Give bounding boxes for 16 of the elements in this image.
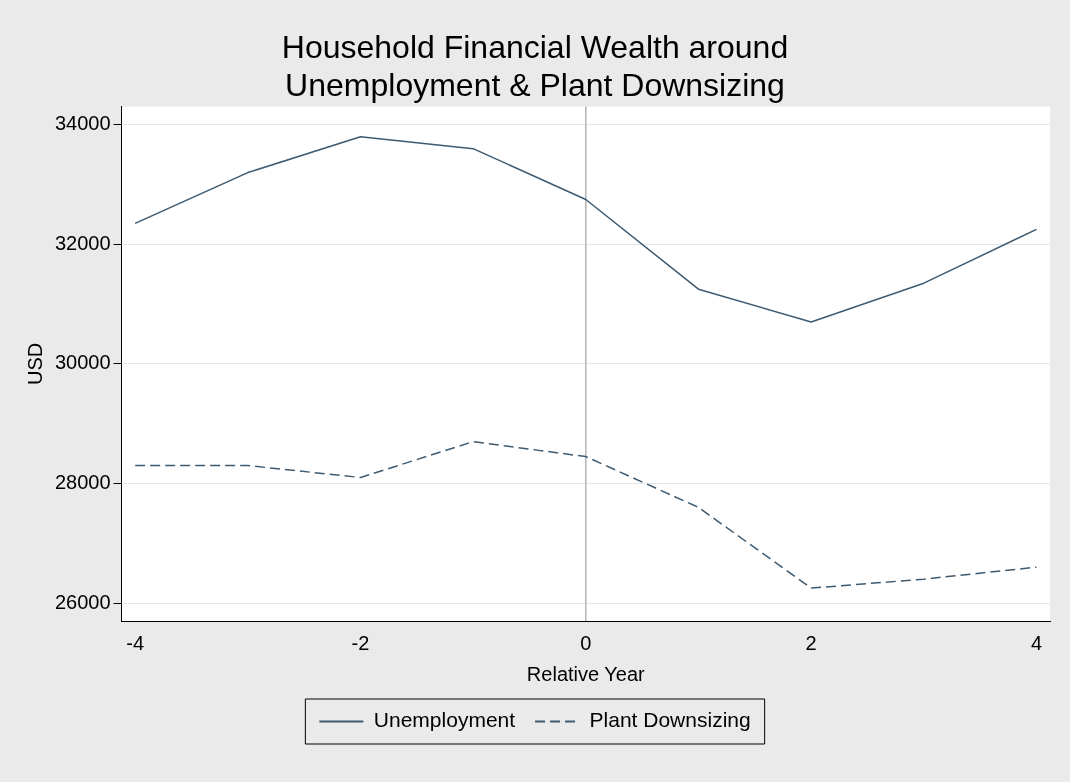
legend-label: Unemployment: [373, 708, 516, 732]
x-tick-label: -4: [126, 631, 145, 654]
y-tick-label: 34000: [54, 112, 111, 135]
y-tick-label: 32000: [54, 231, 111, 254]
y-tick-label: 30000: [54, 351, 111, 374]
x-tick-label: -2: [351, 631, 370, 654]
y-axis-title: USD: [23, 342, 46, 386]
x-axis-title: Relative Year: [526, 662, 646, 685]
x-tick-label: 0: [580, 631, 592, 654]
y-tick-label: 28000: [54, 471, 111, 493]
chart-title: Household Financial Wealth around Unemployment & Plant Downsizing: [281, 29, 789, 104]
legend-label: Plant Downsizing: [589, 708, 751, 732]
x-tick-label: 2: [805, 631, 817, 654]
x-tick-label: 4: [1030, 631, 1043, 654]
line-series: [134, 440, 1038, 589]
y-tick-label: 26000: [54, 590, 111, 613]
